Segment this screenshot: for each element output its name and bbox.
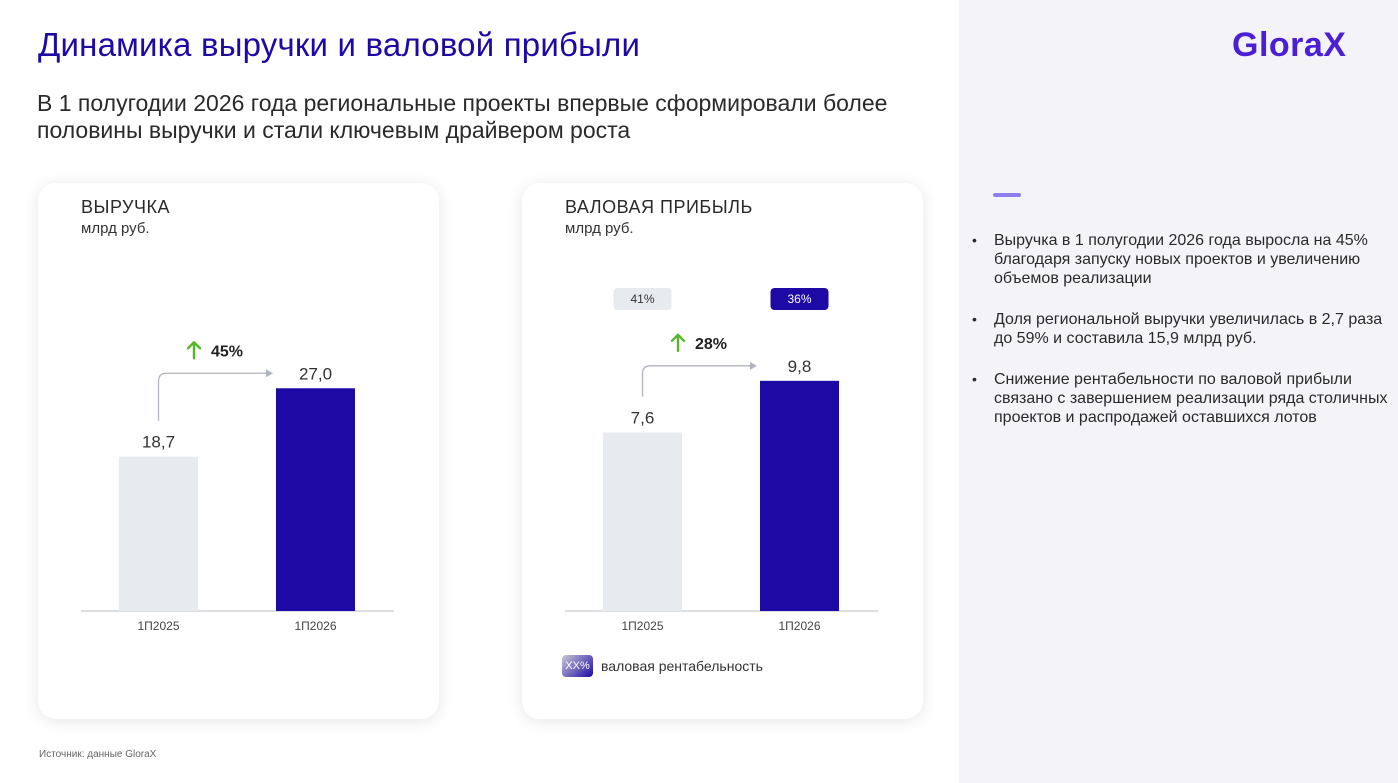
growth-connector-arrowhead [750,361,757,370]
bar [760,380,839,611]
legend-swatch: XX% [562,655,593,677]
key-point: Выручка в 1 полугодии 2026 года выросла … [972,231,1392,288]
gross-profit-chart-title: ВАЛОВАЯ ПРИБЫЛЬ [565,197,753,217]
growth-arrow-icon [670,333,686,353]
bar [276,388,355,611]
bar-value-label: 18,7 [142,433,175,452]
bar-value-label: 7,6 [631,408,655,427]
bar [119,456,198,611]
gross-profit-card: ВАЛОВАЯ ПРИБЫЛЬ млрд руб. 7,6 1П2025 9,8 1П… [522,183,923,719]
gross-profit-chart-unit: млрд руб. [565,220,634,237]
source-note: Источник: данные GloraX [39,749,157,760]
brand-logo: GloraX [1232,26,1347,64]
bar [603,432,682,611]
legend-label: валовая рентабельность [601,658,763,674]
revenue-chart: 18,7 1П2025 27,0 1П2026 45% [81,341,394,633]
growth-arrow-icon [186,341,202,360]
key-point: Снижение рентабельности по валовой прибы… [972,370,1392,427]
growth-connector [641,365,750,397]
x-tick-label: 1П2026 [779,619,821,633]
revenue-chart-title: ВЫРУЧКА [81,197,170,217]
page-title: Динамика выручки и валовой прибыли [38,26,641,63]
revenue-chart-unit: млрд руб. [81,220,150,237]
revenue-card: ВЫРУЧКА млрд руб. 18,7 1П2025 27,0 1П2026 45… [38,183,439,719]
margin-badge [613,288,672,310]
margin-badge-label: 41% [630,292,654,306]
accent-divider [993,193,1021,197]
growth-label: 28% [695,336,727,353]
page-subtitle: В 1 полугодии 2026 года региональные про… [37,90,888,143]
key-points-list: Выручка в 1 полугодии 2026 года выросла … [972,231,1392,449]
x-tick-label: 1П2025 [622,619,664,633]
margin-badge [770,288,829,310]
x-tick-label: 1П2025 [138,619,180,633]
bar-value-label: 27,0 [299,364,332,383]
legend: XX% валовая рентабельность [562,655,763,677]
key-point: Доля региональной выручки увеличилась в … [972,310,1392,348]
bar-value-label: 9,8 [788,357,812,376]
gross-profit-chart: 7,6 1П2025 9,8 1П2026 28% 41% 36% [565,288,878,633]
growth-connector-arrowhead [266,369,273,378]
margin-badge-label: 36% [787,292,811,306]
growth-label: 45% [211,343,243,360]
x-tick-label: 1П2026 [295,619,337,633]
growth-connector [157,372,266,421]
